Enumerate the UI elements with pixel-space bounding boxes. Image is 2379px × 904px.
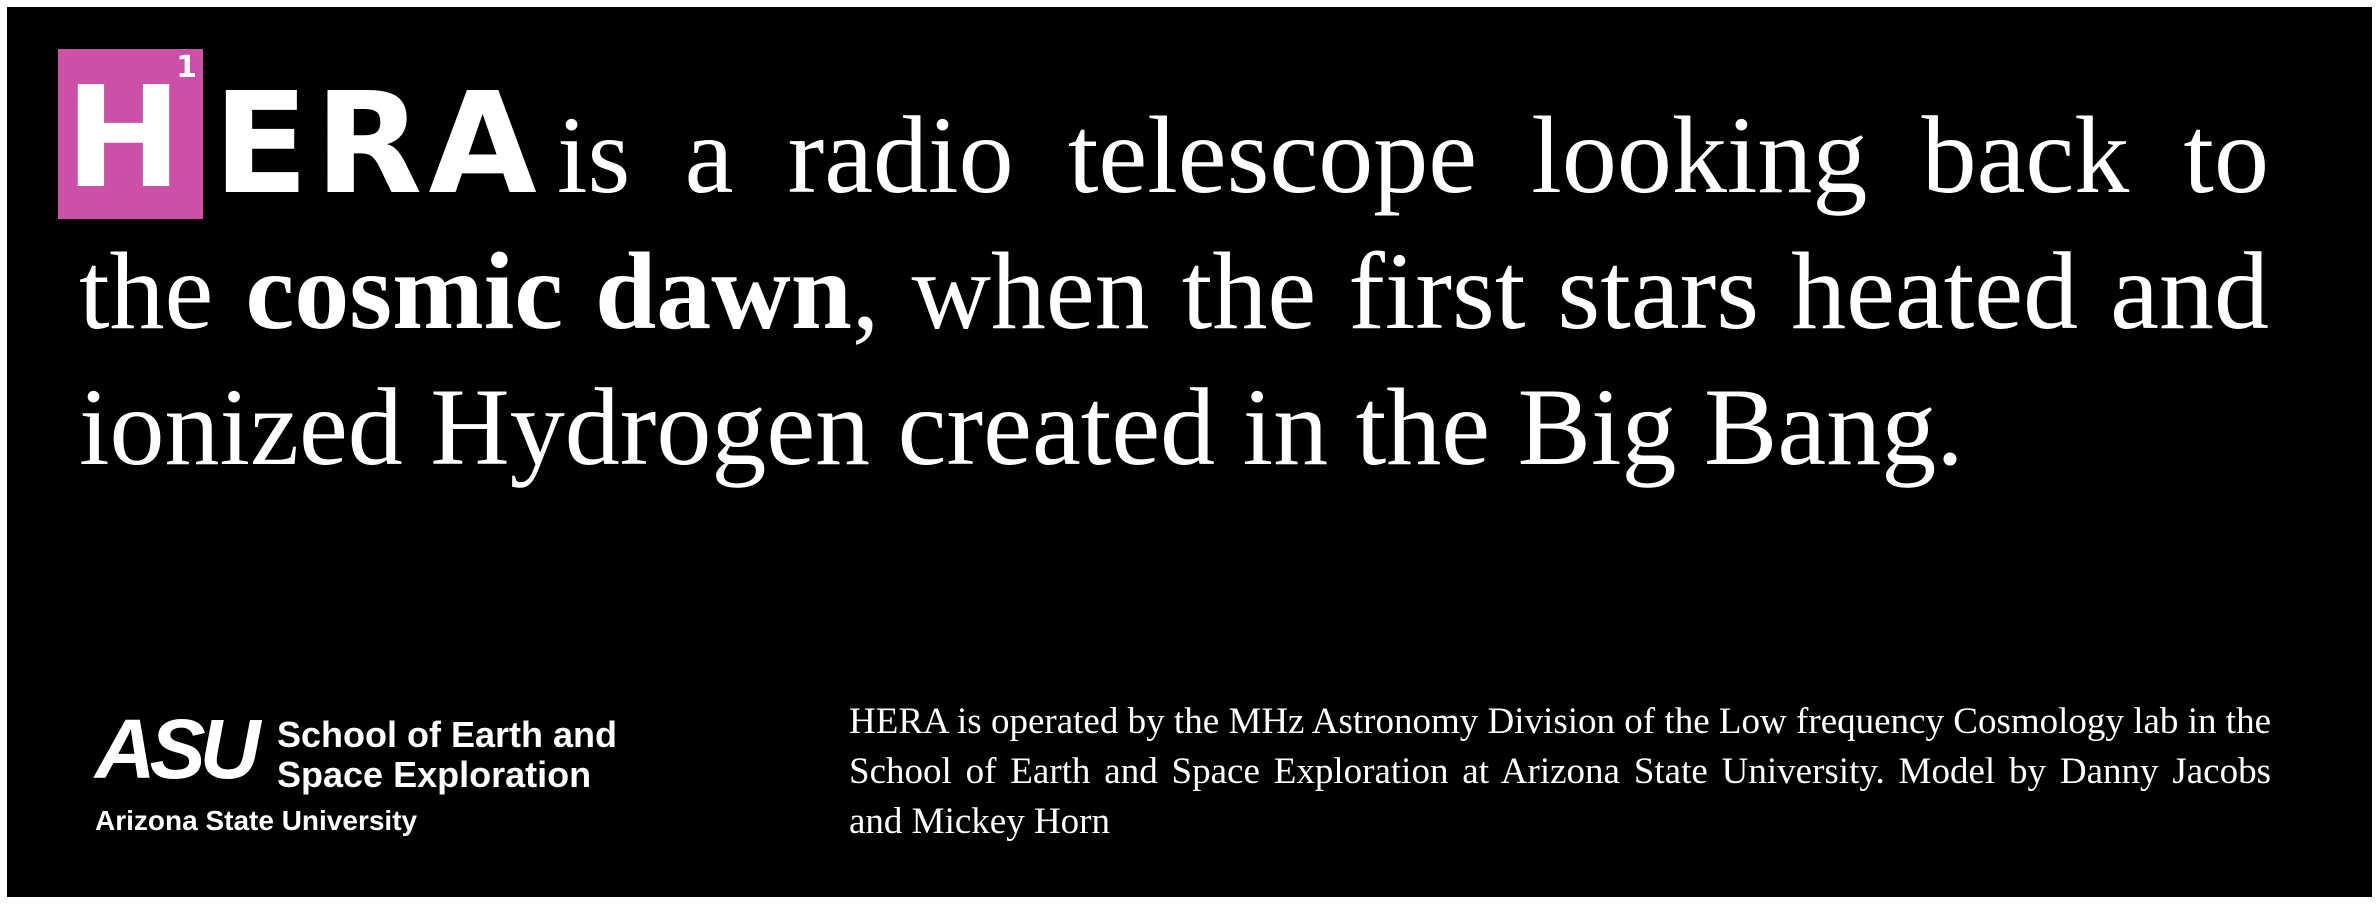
asu-school-line2: Space Exploration xyxy=(277,754,592,795)
asu-school-name: School of Earth and Space Exploration xyxy=(277,715,617,795)
hera-logo-h-box: H 1 xyxy=(58,49,203,219)
hera-logo-h: H xyxy=(64,57,183,220)
hera-logo: H 1 ERA xyxy=(58,49,543,219)
asu-university-name: Arizona State University xyxy=(95,805,418,836)
asu-mark: ASU xyxy=(95,702,260,796)
headline-part2: , when the first stars heated and ionize… xyxy=(79,230,2269,488)
hera-logo-superscript: 1 xyxy=(176,50,197,85)
headline-bold: cosmic dawn xyxy=(245,230,852,352)
credit-text: HERA is operated by the MHz Astronomy Di… xyxy=(849,701,2271,842)
asu-logo: ASU School of Earth and Space Exploratio… xyxy=(95,707,695,857)
hera-logo-era: ERA xyxy=(213,63,543,226)
asu-school-line1: School of Earth and xyxy=(277,714,618,755)
banner-panel: H 1 ERA is a radio telescope looking bac… xyxy=(7,7,2372,897)
headline: is a radio telescope looking back to the… xyxy=(79,87,2269,495)
headline-part1: is a radio telescope looking back to the xyxy=(79,94,2269,352)
